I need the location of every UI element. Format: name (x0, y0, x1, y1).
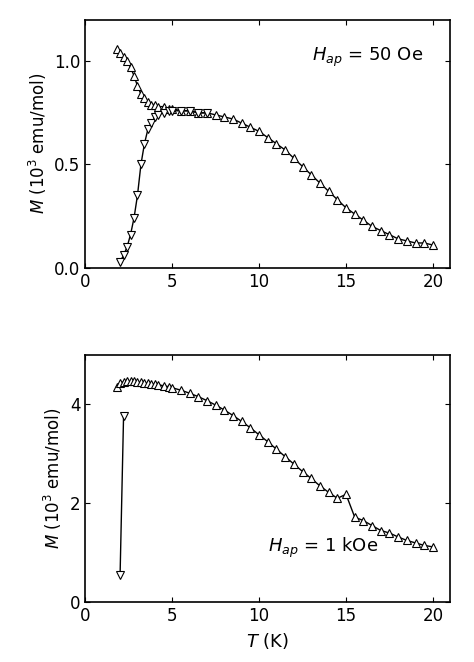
Text: $H_{ap}$ = 1 kOe: $H_{ap}$ = 1 kOe (268, 536, 378, 560)
Text: $H_{ap}$ = 50 Oe: $H_{ap}$ = 50 Oe (311, 46, 423, 69)
Y-axis label: $M$ (10$^3$ emu/mol): $M$ (10$^3$ emu/mol) (27, 73, 48, 214)
X-axis label: $T$ (K): $T$ (K) (246, 631, 289, 651)
Y-axis label: $M$ (10$^3$ emu/mol): $M$ (10$^3$ emu/mol) (42, 408, 64, 549)
